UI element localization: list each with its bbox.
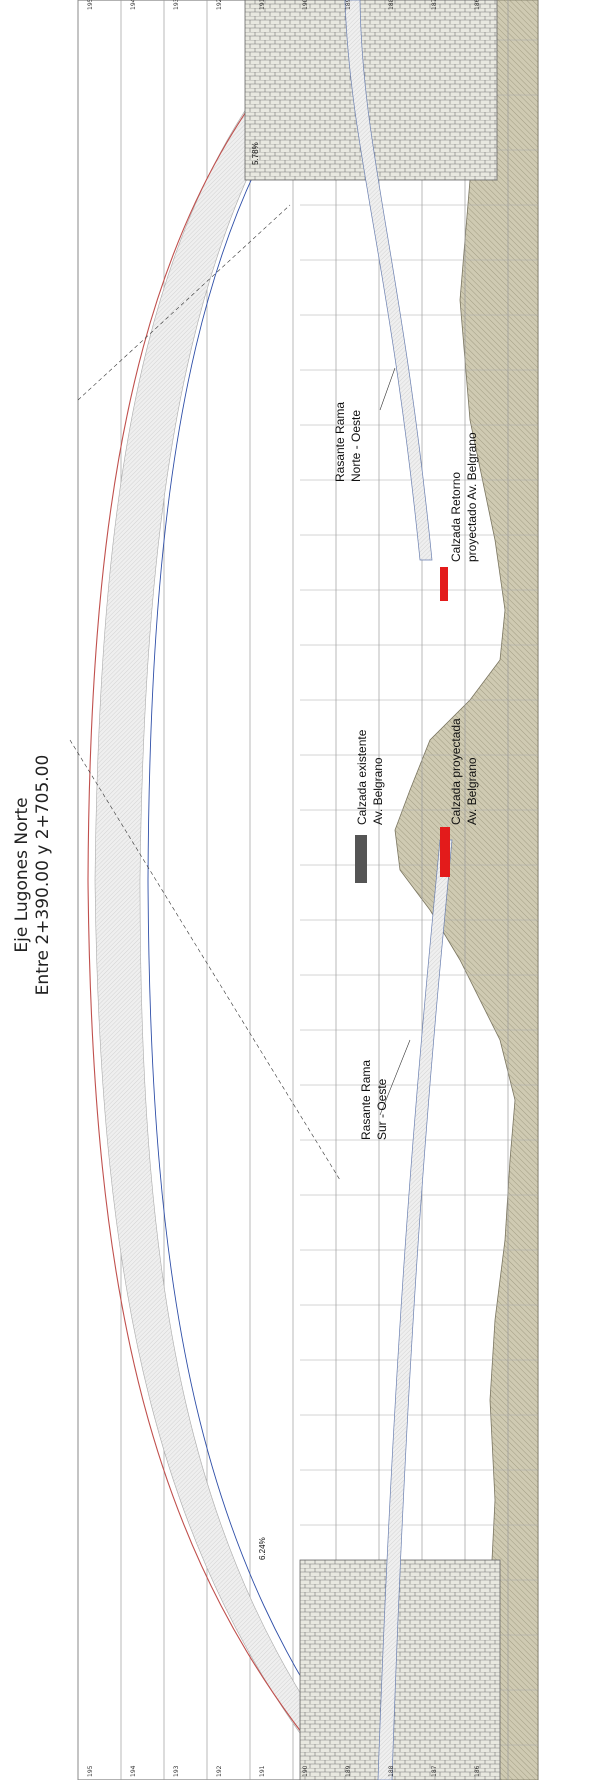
elev-bottom-195: 195 [87, 1765, 94, 1777]
elev-bottom-187: 187 [431, 1765, 438, 1777]
red-curve [87, 0, 341, 1780]
label-existente-2: Av. Belgrano [371, 757, 385, 825]
vertical-curve-band [94, 0, 361, 1780]
label-rasante-sur-oeste-2: Sur - Oeste [375, 1078, 389, 1140]
elev-top-189: 189 [345, 0, 352, 10]
elev-top-186: 186 [474, 0, 481, 10]
elev-top-193: 193 [173, 0, 180, 10]
grade-label-right: 6.24% [258, 1537, 267, 1560]
elev-top-192: 192 [216, 0, 223, 10]
calzada-existente-road [355, 835, 367, 883]
elevation-labels-bottom: 195 194 193 192 191 190 189 188 187 186 [87, 1765, 481, 1777]
elev-top-194: 194 [130, 0, 137, 10]
elev-bottom-190: 190 [302, 1765, 309, 1777]
ramp-south-west [377, 839, 453, 1780]
label-retorno-2: proyectado Av. Belgrano [465, 432, 479, 562]
title-line-2: Entre 2+390.00 y 2+705.00 [33, 755, 53, 996]
grade-label-left: 5.78% [251, 142, 260, 165]
ramp-north-west [344, 0, 433, 561]
elev-bottom-189: 189 [345, 1765, 352, 1777]
label-existente-1: Calzada existente [355, 729, 369, 825]
elevation-grid [77, 0, 509, 1780]
label-proyectada-2: Av. Belgrano [465, 757, 479, 825]
abutment-bottom [299, 1559, 501, 1780]
elev-bottom-192: 192 [216, 1765, 223, 1777]
label-rasante-norte-oeste-2: Norte - Oeste [349, 410, 363, 482]
elev-top-191: 191 [259, 0, 266, 10]
calzada-proyectada-road [440, 827, 450, 877]
elev-bottom-193: 193 [173, 1765, 180, 1777]
elev-top-190: 190 [302, 0, 309, 10]
calzada-retorno-road [440, 567, 448, 601]
elev-bottom-188: 188 [388, 1765, 395, 1777]
label-rasante-sur-oeste-1: Rasante Rama [359, 1060, 373, 1140]
label-proyectada-1: Calzada proyectada [449, 718, 463, 825]
leader-lines [379, 367, 411, 1116]
elev-top-195: 195 [87, 0, 94, 10]
elevation-labels-top: 195 194 193 192 191 190 189 188 187 186 [87, 0, 481, 10]
title-line-1: Eje Lugones Norte [12, 797, 32, 952]
elev-bottom-194: 194 [130, 1765, 137, 1777]
elev-bottom-186: 186 [474, 1765, 481, 1777]
elev-top-188: 188 [388, 0, 395, 10]
label-retorno-1: Calzada Retorno [449, 472, 463, 562]
tangent-lines [69, 204, 341, 1181]
elev-top-187: 187 [431, 0, 438, 10]
label-rasante-norte-oeste-1: Rasante Rama [333, 402, 347, 482]
elev-bottom-191: 191 [259, 1765, 266, 1777]
blue-curve [147, 0, 371, 1780]
